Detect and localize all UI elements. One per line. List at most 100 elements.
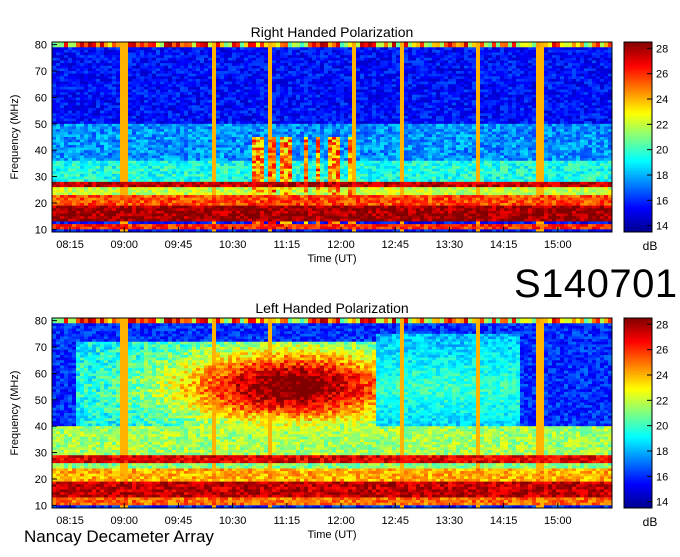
spectrogram-cell (104, 171, 109, 175)
spectrogram-cell (104, 123, 109, 127)
spectrogram-cell (52, 131, 57, 135)
spectrogram-cell (172, 92, 177, 96)
spectrogram-cell (284, 68, 289, 72)
spectrogram-cell (296, 137, 301, 141)
spectrogram-cell (88, 205, 93, 209)
spectrogram-cell (176, 71, 181, 75)
spectrogram-cell (112, 115, 117, 119)
spectrogram-cell (116, 105, 121, 109)
spectrogram-cell (104, 92, 109, 96)
spectrogram-cell (72, 144, 77, 148)
spectrogram-cell (304, 107, 309, 112)
spectrogram-cell (216, 224, 221, 228)
spectrogram-cell (244, 92, 249, 96)
spectrogram-cell (240, 150, 245, 154)
spectrogram-cell (72, 42, 77, 46)
spectrogram-cell (220, 173, 225, 177)
spectrogram-cell (296, 192, 301, 196)
spectrogram-cell (232, 226, 237, 230)
spectrogram-cell (168, 49, 173, 53)
spectrogram-cell (228, 216, 233, 220)
spectrogram-cell (308, 110, 313, 114)
spectrogram-cell (300, 105, 305, 109)
spectrogram-cell (264, 105, 269, 109)
spectrogram-cell (296, 189, 301, 193)
spectrogram-cell (112, 166, 117, 170)
spectrogram-cell (244, 107, 249, 112)
spectrogram-cell (312, 189, 317, 193)
spectrogram-cell (168, 155, 173, 159)
spectrogram-cell (96, 49, 101, 53)
spectrogram-cell (72, 139, 77, 143)
spectrogram-cell (280, 84, 285, 88)
spectrogram-cell (156, 184, 161, 188)
spectrogram-cell (212, 94, 217, 98)
spectrogram-cell (252, 176, 257, 180)
spectrogram-cell (208, 181, 213, 185)
spectrogram-cell (304, 97, 309, 101)
spectrogram-cell (220, 134, 225, 138)
spectrogram-cell (64, 42, 69, 46)
spectrogram-cell (252, 49, 257, 53)
spectrogram-cell (304, 68, 309, 72)
spectrogram-cell (280, 102, 285, 106)
spectrogram-cell (104, 163, 109, 167)
spectrogram-cell (324, 118, 329, 122)
spectrogram-cell (64, 57, 69, 61)
spectrogram-cell (124, 73, 129, 77)
spectrogram-cell (196, 81, 201, 85)
spectrogram-cell (232, 126, 237, 130)
spectrogram-cell (112, 226, 117, 230)
spectrogram-cell (244, 205, 249, 209)
spectrogram-cell (324, 110, 329, 114)
spectrogram-cell (156, 42, 161, 46)
spectrogram-cell (124, 84, 129, 88)
spectrogram-cell (132, 68, 137, 72)
spectrogram-cell (196, 52, 201, 56)
spectrogram-cell (172, 179, 177, 183)
spectrogram-cell (204, 49, 209, 53)
spectrogram-cell (112, 113, 117, 117)
spectrogram-cell (140, 78, 145, 82)
spectrogram-cell (72, 173, 77, 177)
spectrogram-cell (68, 197, 73, 201)
spectrogram-cell (164, 226, 169, 230)
spectrogram-cell (236, 195, 241, 199)
spectrogram-cell (252, 152, 257, 156)
spectrogram-cell (296, 123, 301, 127)
spectrogram-cell (196, 47, 201, 51)
spectrogram-cell (176, 152, 181, 156)
spectrogram-cell (116, 218, 121, 222)
spectrogram-cell (140, 92, 145, 96)
spectrogram-cell (220, 81, 225, 85)
spectrogram-cell (160, 205, 165, 209)
spectrogram-cell (260, 171, 265, 175)
spectrogram-cell (288, 202, 293, 207)
spectrogram-cell (288, 118, 293, 122)
spectrogram-cell (180, 49, 185, 53)
spectrogram-cell (144, 158, 149, 162)
spectrogram-cell (136, 192, 141, 196)
spectrogram-cell (164, 168, 169, 172)
spectrogram-cell (180, 158, 185, 162)
spectrogram-cell (112, 92, 117, 96)
spectrogram-cell (124, 113, 129, 117)
spectrogram-cell (172, 144, 177, 148)
spectrogram-cell (152, 102, 157, 106)
spectrogram-cell (72, 89, 77, 93)
spectrogram-cell (216, 57, 221, 61)
spectrogram-cell (56, 100, 61, 104)
spectrogram-cell (124, 147, 129, 151)
spectrogram-cell (180, 147, 185, 151)
spectrogram-cell (312, 123, 317, 127)
spectrogram-cell (272, 107, 277, 112)
spectrogram-cell (92, 139, 97, 143)
spectrogram-cell (168, 78, 173, 82)
spectrogram-cell (76, 202, 81, 207)
spectrogram-cell (156, 155, 161, 159)
spectrogram-cell (236, 181, 241, 185)
spectrogram-cell (68, 47, 73, 51)
spectrogram-cell (204, 221, 209, 225)
spectrogram-cell (72, 60, 77, 64)
spectrogram-cell (108, 47, 113, 51)
